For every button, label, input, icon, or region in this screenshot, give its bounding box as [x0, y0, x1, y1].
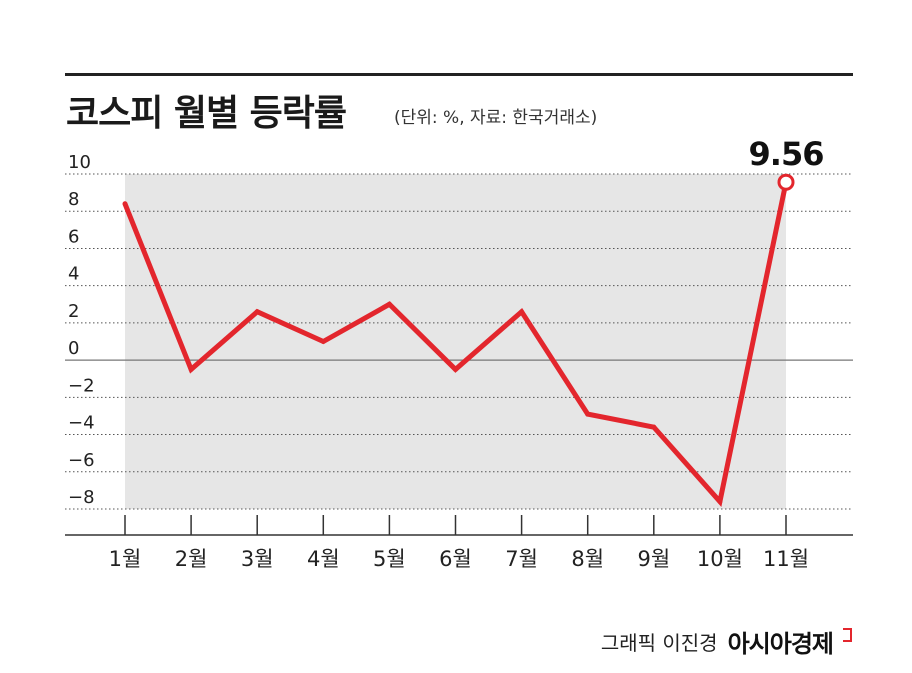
x-tick-label: 1월	[109, 547, 142, 571]
data-point	[519, 309, 525, 315]
y-tick-label: 2	[68, 301, 79, 322]
x-tick-label: 3월	[241, 547, 274, 571]
y-tick-label: −4	[68, 413, 95, 434]
data-point	[188, 366, 194, 372]
data-point	[254, 309, 260, 315]
x-tick-label: 7월	[505, 547, 538, 571]
y-tick-label: 10	[68, 152, 91, 173]
y-tick-label: 6	[68, 226, 79, 247]
data-point	[651, 424, 657, 430]
top-rule	[65, 73, 853, 76]
graphic-credit: 그래픽 이진경	[600, 631, 718, 655]
x-tick-label: 9월	[637, 547, 670, 571]
y-tick-label: 4	[68, 264, 79, 285]
x-tick-label: 6월	[439, 547, 472, 571]
y-tick-label: 0	[68, 338, 79, 359]
x-tick-label: 2월	[175, 547, 208, 571]
highlight-data-label: 9.56	[749, 135, 824, 173]
y-tick-label: −6	[68, 450, 95, 471]
data-point	[122, 201, 128, 207]
x-tick-label: 10월	[697, 547, 743, 571]
brand-mark-icon	[843, 627, 852, 642]
data-point	[453, 366, 458, 372]
chart-subtitle: (단위: %, 자료: 한국거래소)	[394, 108, 598, 128]
data-point	[585, 411, 591, 417]
brand-logo-text: 아시아경제	[727, 630, 834, 658]
x-tick-label: 4월	[307, 547, 340, 571]
y-tick-label: 8	[68, 189, 79, 210]
x-tick-label: 11월	[763, 547, 809, 571]
x-tick-label: 8월	[571, 547, 604, 571]
data-point	[717, 499, 723, 505]
data-point	[320, 339, 326, 344]
highlight-marker	[777, 173, 795, 191]
y-tick-label: −2	[68, 375, 95, 396]
y-tick-label: −8	[68, 487, 95, 508]
data-point	[386, 301, 392, 307]
x-tick-label: 5월	[373, 547, 406, 571]
footer-credit: 그래픽 이진경 아시아경제	[601, 624, 852, 659]
chart-title: 코스피 월별 등락률	[66, 93, 347, 134]
